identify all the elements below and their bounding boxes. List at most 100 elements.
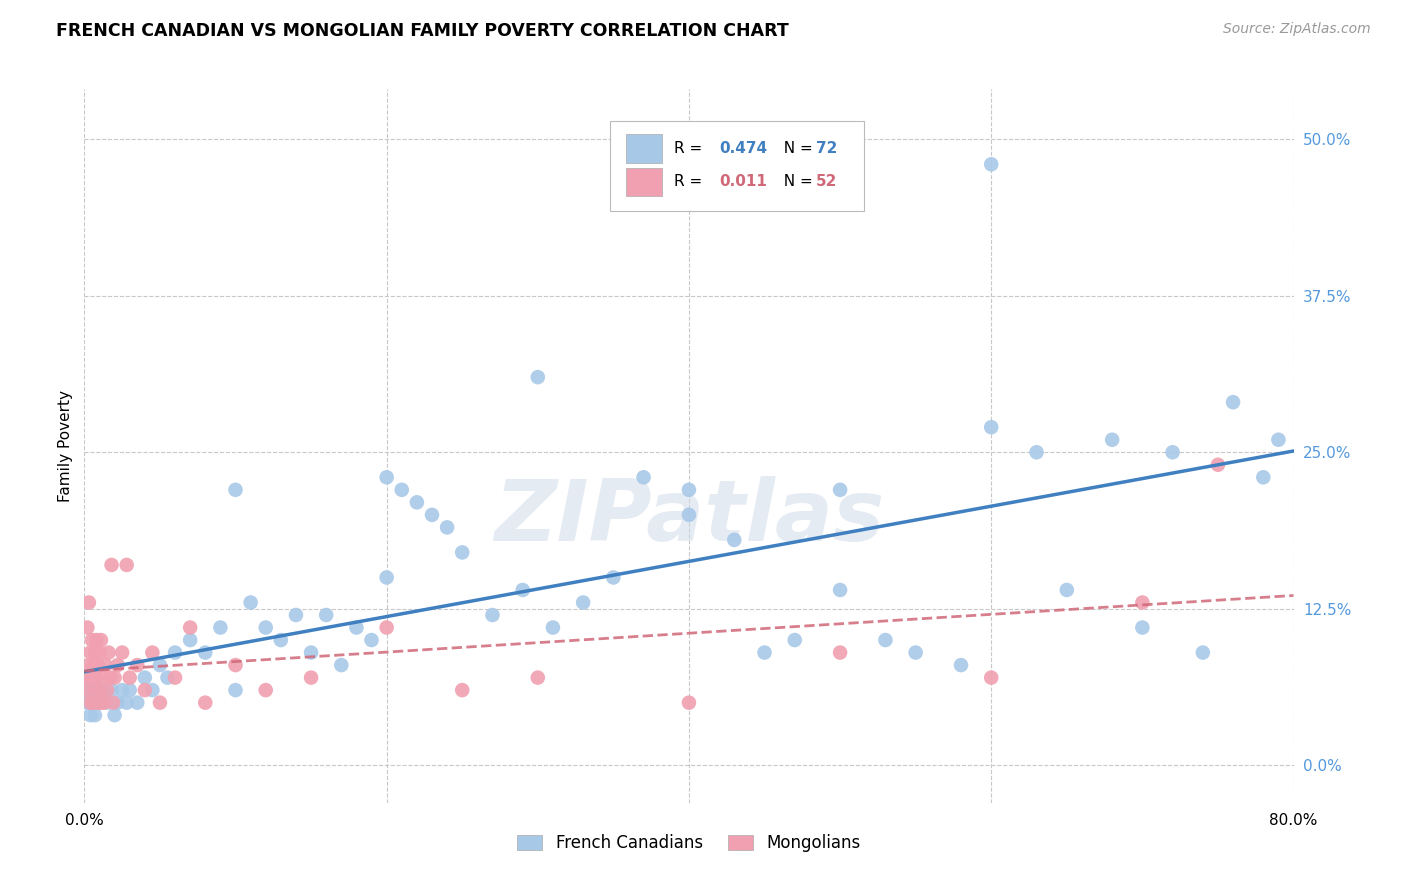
Point (134, 683, 156, 698)
Point (285, 607, 308, 622)
Point (830, 646, 852, 660)
Point (875, 633, 897, 648)
Point (107, 696, 129, 710)
Point (980, 671, 1002, 685)
Point (980, 157, 1002, 171)
Point (89, 683, 111, 698)
Point (77, 595, 100, 609)
Point (165, 671, 187, 685)
Point (96, 696, 118, 710)
FancyBboxPatch shape (626, 134, 662, 162)
Point (1130, 595, 1153, 609)
Point (84, 646, 107, 660)
Point (1206, 458, 1229, 472)
Point (194, 646, 217, 660)
Point (315, 607, 337, 622)
Point (76, 621, 98, 635)
Point (156, 671, 179, 685)
Point (104, 671, 127, 685)
Point (481, 607, 503, 622)
Point (115, 696, 138, 710)
Point (254, 621, 277, 635)
Point (346, 621, 368, 635)
Point (86, 696, 108, 710)
Point (723, 533, 745, 547)
Point (111, 646, 134, 660)
Point (950, 658, 973, 673)
Point (127, 696, 149, 710)
Point (89, 696, 111, 710)
Point (512, 582, 534, 597)
Text: 52: 52 (815, 175, 838, 189)
Point (633, 470, 655, 484)
Point (194, 696, 217, 710)
Point (89, 646, 111, 660)
Point (375, 470, 398, 484)
Point (91, 671, 114, 685)
Point (86, 633, 108, 648)
Point (225, 683, 247, 698)
Point (100, 683, 122, 698)
Point (101, 696, 124, 710)
Point (270, 633, 292, 648)
Point (420, 508, 443, 522)
Point (118, 683, 141, 698)
Text: N =: N = (773, 175, 817, 189)
Point (84, 683, 107, 698)
Text: Source: ZipAtlas.com: Source: ZipAtlas.com (1223, 22, 1371, 37)
Point (1192, 646, 1215, 660)
Point (90, 696, 112, 710)
Point (98, 671, 121, 685)
Point (79, 646, 101, 660)
Point (360, 633, 382, 648)
Point (80, 633, 103, 648)
Point (451, 683, 474, 698)
Point (330, 658, 353, 673)
Point (179, 633, 201, 648)
Point (678, 508, 700, 522)
Point (97, 646, 120, 660)
Point (239, 595, 262, 609)
Point (1056, 582, 1078, 597)
Point (254, 683, 277, 698)
Point (149, 696, 172, 710)
Point (754, 646, 776, 660)
Point (104, 708, 127, 723)
Point (830, 582, 852, 597)
Point (391, 483, 413, 497)
Point (76, 696, 98, 710)
Point (93, 696, 115, 710)
Point (225, 483, 247, 497)
Point (406, 495, 429, 509)
Point (527, 370, 550, 384)
Point (118, 671, 141, 685)
Text: R =: R = (675, 175, 713, 189)
Point (225, 658, 247, 673)
Point (436, 520, 458, 534)
Point (904, 646, 927, 660)
Point (127, 658, 149, 673)
Point (375, 570, 398, 584)
Point (980, 420, 1002, 434)
Point (87, 696, 110, 710)
Point (100, 558, 122, 572)
Point (75, 683, 97, 698)
Point (84, 708, 107, 723)
Point (209, 621, 232, 635)
Point (541, 621, 564, 635)
Point (1025, 445, 1047, 459)
Point (783, 633, 806, 648)
Point (141, 683, 163, 698)
Text: FRENCH CANADIAN VS MONGOLIAN FAMILY POVERTY CORRELATION CHART: FRENCH CANADIAN VS MONGOLIAN FAMILY POVE… (56, 22, 789, 40)
Point (572, 595, 595, 609)
Text: 72: 72 (815, 141, 838, 156)
Point (1130, 621, 1153, 635)
Point (80, 671, 103, 685)
Point (149, 658, 172, 673)
Point (1253, 470, 1275, 484)
Point (77, 683, 100, 698)
Point (602, 570, 624, 584)
FancyBboxPatch shape (626, 168, 662, 196)
Point (678, 483, 700, 497)
Point (94, 658, 117, 673)
